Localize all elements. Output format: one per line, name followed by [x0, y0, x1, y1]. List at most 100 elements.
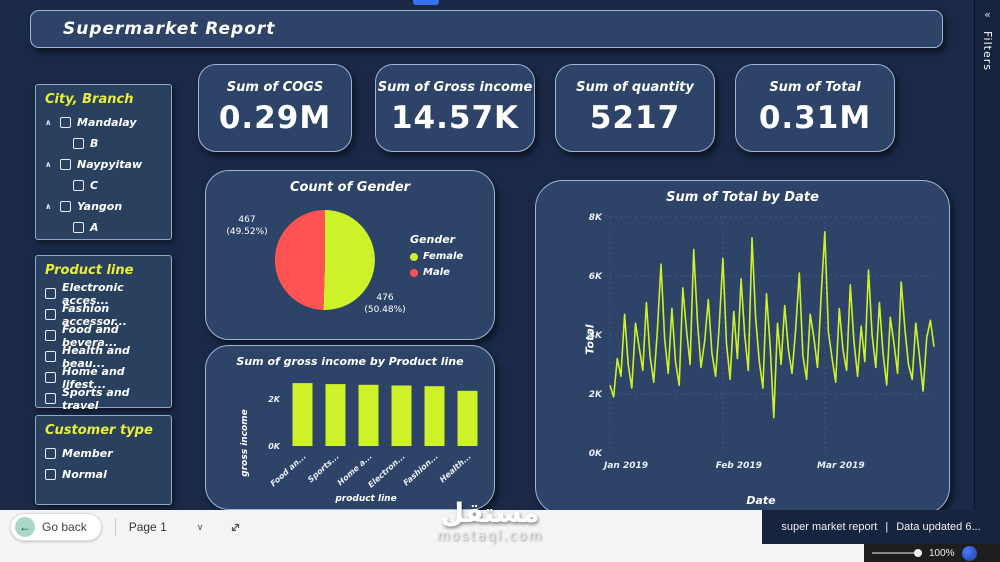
mostaql-logo — [961, 545, 977, 561]
zoom-bar: 100% — [864, 544, 1000, 562]
tree-item-yangon[interactable]: ∧ Yangon — [45, 196, 165, 217]
city-branch-slicer: City, Branch ∧ Mandalay B ∧ Naypyitaw C … — [35, 84, 172, 240]
kpi-title: Sum of Total — [769, 80, 861, 95]
checkbox-sports-and-travel[interactable] — [45, 393, 56, 404]
kpi-card-gross-income[interactable]: Sum of Gross income 14.57K — [375, 64, 535, 152]
checkbox-mandalay[interactable] — [60, 117, 71, 128]
legend-label: Male — [423, 267, 450, 278]
checkbox-home-and-lifestyle[interactable] — [45, 372, 56, 383]
go-back-label: Go back — [42, 520, 87, 534]
product-line-title: Product line — [45, 263, 134, 278]
divider — [114, 518, 116, 536]
male-color-dot — [410, 268, 418, 277]
list-item[interactable]: Home and lifest... — [45, 364, 165, 391]
legend-label: Female — [423, 251, 464, 262]
report-title: Supermarket Report — [63, 19, 276, 39]
go-back-button[interactable]: ← Go back — [10, 513, 102, 541]
svg-text:Jan 2019: Jan 2019 — [602, 461, 648, 471]
page-selector[interactable]: Page 1 ∨ — [129, 520, 204, 534]
list-item[interactable]: Normal — [45, 464, 165, 485]
tree-item-branch-b[interactable]: B — [45, 133, 165, 154]
svg-text:6K: 6K — [589, 272, 603, 282]
list-item[interactable]: Health and beau... — [45, 343, 165, 370]
list-item[interactable]: Food and bevera... — [45, 323, 165, 349]
checkbox-branch-b[interactable] — [73, 138, 84, 149]
svg-text:2K: 2K — [589, 390, 603, 400]
list-item-label: Sports and travel — [62, 385, 130, 412]
collapse-caret-icon[interactable]: ∧ — [45, 202, 52, 211]
checkbox-health-and-beauty[interactable] — [45, 351, 56, 362]
list-item-label: Health and beau... — [62, 343, 130, 370]
list-item[interactable]: Electronic acces... — [45, 280, 165, 307]
checkbox-electronic-accessories[interactable] — [45, 288, 56, 299]
back-arrow-icon: ← — [15, 517, 35, 537]
list-item[interactable]: Sports and travel — [45, 385, 165, 412]
pie-label-value: 467 — [238, 215, 256, 225]
svg-text:2K: 2K — [268, 395, 281, 404]
legend-item-female[interactable]: Female — [410, 251, 463, 262]
pie-chart-title: Count of Gender — [289, 180, 411, 195]
tree-item-naypyitaw[interactable]: ∧ Naypyitaw — [45, 154, 165, 175]
customer-type-title: Customer type — [45, 423, 153, 438]
status-bar: ← Go back Page 1 ∨ super market report |… — [0, 510, 1000, 544]
bar-y-axis-label: gross income — [240, 409, 250, 477]
collapse-filters-icon[interactable]: « — [984, 8, 991, 21]
svg-text:0K: 0K — [589, 449, 603, 459]
tree-item-branch-a[interactable]: A — [45, 217, 165, 238]
kpi-value: 14.57K — [390, 100, 520, 136]
page-label: Page 1 — [128, 520, 167, 534]
filters-label: Filters — [981, 31, 994, 71]
pie-legend: Gender Female Male — [410, 233, 463, 278]
collapse-caret-icon[interactable]: ∧ — [45, 160, 52, 169]
info-separator: | — [885, 521, 889, 533]
tree-item-label: B — [90, 137, 99, 150]
checkbox-branch-a[interactable] — [73, 222, 84, 233]
report-header: Supermarket Report — [30, 10, 943, 48]
checkbox-fashion-accessories[interactable] — [45, 309, 56, 320]
svg-text:Food an...: Food an... — [269, 452, 308, 489]
kpi-card-total[interactable]: Sum of Total 0.31M — [735, 64, 895, 152]
list-item-label: Fashion accessor... — [62, 301, 127, 328]
report-info: super market report | Data updated 6... — [762, 510, 1000, 544]
kpi-card-quantity[interactable]: Sum of quantity 5217 — [555, 64, 715, 152]
checkbox-member[interactable] — [45, 448, 56, 459]
tree-item-branch-c[interactable]: C — [45, 175, 165, 196]
kpi-card-cogs[interactable]: Sum of COGS 0.29M — [198, 64, 352, 152]
list-item[interactable]: Fashion accessor... — [45, 301, 165, 328]
checkbox-food-and-beverages[interactable] — [45, 330, 56, 341]
checkbox-yangon[interactable] — [60, 201, 71, 212]
list-item-label: Electronic acces... — [62, 280, 124, 307]
collapse-caret-icon[interactable]: ∧ — [45, 118, 52, 127]
checkbox-naypyitaw[interactable] — [60, 159, 71, 170]
total-line-svg[interactable]: 0K 2K 4K 6K 8K Jan 2019 Feb 2019 Mar 2019 — [544, 209, 944, 491]
total-by-date-line-card: Sum of Total by Date Total 0K 2K 4K 6K 8K Jan… — [535, 180, 950, 515]
kpi-value: 0.31M — [758, 100, 872, 136]
pie-label-pct: (49.52%) — [226, 226, 268, 237]
fit-to-page-icon[interactable] — [229, 521, 242, 534]
checkbox-normal[interactable] — [45, 469, 56, 480]
list-item-label: Home and lifest... — [62, 364, 125, 391]
gender-pie-svg[interactable] — [272, 207, 378, 313]
line-chart-title: Sum of Total by Date — [666, 190, 819, 205]
svg-text:8K: 8K — [589, 213, 603, 223]
filters-pane[interactable]: « Filters — [974, 0, 1000, 562]
zoom-slider[interactable] — [872, 549, 922, 557]
svg-text:Feb 2019: Feb 2019 — [716, 461, 762, 471]
legend-title: Gender — [410, 233, 456, 246]
tree-item-label: Naypyitaw — [77, 158, 143, 171]
top-scroll-indicator — [413, 0, 439, 5]
svg-text:0K: 0K — [268, 442, 281, 451]
gross-income-bar-card: Sum of gross income by Product line gros… — [205, 345, 495, 510]
product-line-slicer: Product line Electronic acces... Fashion… — [35, 255, 172, 412]
legend-item-male[interactable]: Male — [410, 267, 463, 278]
list-item[interactable]: Member — [45, 443, 165, 464]
checkbox-branch-c[interactable] — [73, 180, 84, 191]
zoom-slider-handle[interactable] — [914, 549, 922, 557]
tree-item-mandalay[interactable]: ∧ Mandalay — [45, 112, 165, 133]
report-name: super market report — [781, 521, 878, 533]
pie-label-value: 476 — [376, 293, 394, 303]
list-item-label: Normal — [62, 468, 107, 481]
tree-item-label: A — [90, 221, 99, 234]
